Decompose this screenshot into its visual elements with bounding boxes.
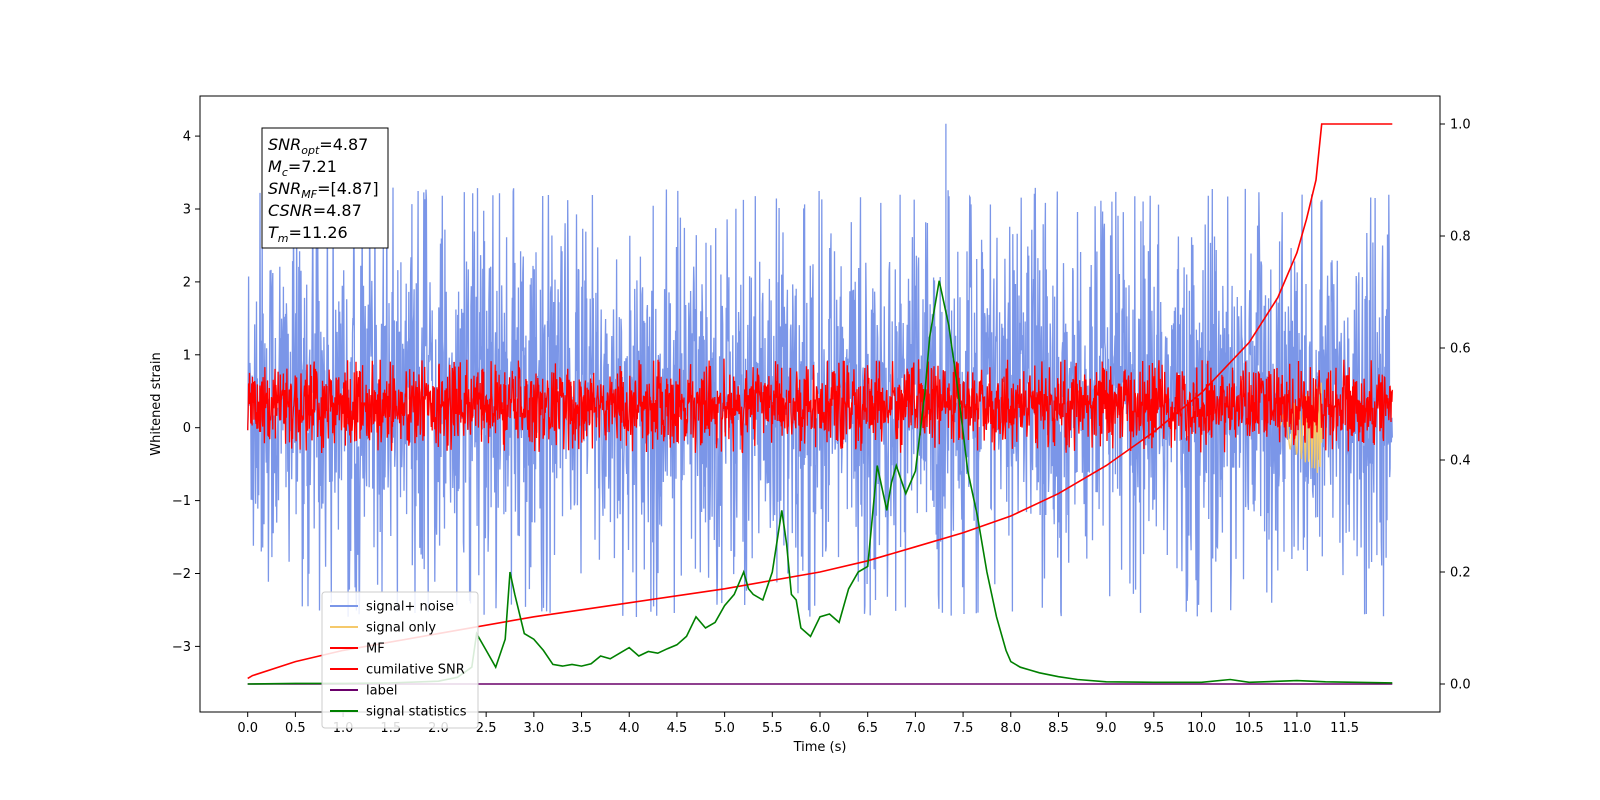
x-tick-label: 2.5 bbox=[476, 721, 497, 736]
legend-label: signal only bbox=[366, 621, 436, 636]
y-tick-label: 3 bbox=[183, 202, 191, 217]
series-line-2 bbox=[247, 358, 1393, 454]
y-tick-label: −2 bbox=[172, 567, 191, 582]
legend-label: label bbox=[366, 684, 397, 699]
y-tick-label: −3 bbox=[172, 640, 191, 655]
x-tick-label: 0.5 bbox=[285, 721, 306, 736]
x-tick-label: 8.0 bbox=[1000, 721, 1021, 736]
y2-tick-label: 1.0 bbox=[1450, 118, 1471, 133]
x-tick-label: 5.5 bbox=[762, 721, 783, 736]
x-tick-label: 10.0 bbox=[1187, 721, 1216, 736]
x-axis-label: Time (s) bbox=[793, 740, 847, 755]
x-tick-label: 6.0 bbox=[810, 721, 831, 736]
y-tick-label: 0 bbox=[183, 421, 191, 436]
x-tick-label: 11.0 bbox=[1282, 721, 1311, 736]
y-tick-label: 4 bbox=[183, 130, 191, 145]
legend-label: signal+ noise bbox=[366, 600, 454, 615]
y-axis-label: Whitened strain bbox=[149, 352, 164, 455]
x-tick-label: 3.0 bbox=[524, 721, 545, 736]
y2-tick-label: 0.6 bbox=[1450, 342, 1471, 357]
y2-tick-label: 0.0 bbox=[1450, 678, 1471, 693]
x-tick-label: 0.0 bbox=[237, 721, 258, 736]
y-tick-label: −1 bbox=[172, 494, 191, 509]
annotation-line: SNRopt=4.87 bbox=[268, 135, 368, 157]
series-line-5 bbox=[247, 280, 1393, 685]
x-tick-label: 5.0 bbox=[714, 721, 735, 736]
x-tick-label: 8.5 bbox=[1048, 721, 1069, 736]
annotation-line: SNRMF=[4.87] bbox=[268, 179, 379, 201]
x-tick-label: 10.5 bbox=[1235, 721, 1264, 736]
y2-tick-label: 0.2 bbox=[1450, 566, 1471, 581]
y-tick-label: 2 bbox=[183, 275, 191, 290]
y-axis-right: 0.0 0.2 0.4 0.6 0.8 1.0 bbox=[1440, 118, 1471, 693]
annotation-line: Tm=11.26 bbox=[268, 223, 348, 245]
x-tick-label: 11.5 bbox=[1330, 721, 1359, 736]
y2-tick-label: 0.4 bbox=[1450, 454, 1471, 469]
legend-label: cumilative SNR bbox=[366, 663, 465, 678]
x-tick-label: 6.5 bbox=[857, 721, 878, 736]
y-axis-left: −3 −2 −1 0 1 2 3 4 bbox=[172, 130, 200, 655]
x-tick-label: 4.0 bbox=[619, 721, 640, 736]
annotation-line: Mc=7.21 bbox=[268, 157, 337, 179]
legend-box bbox=[321, 591, 479, 729]
x-tick-label: 9.0 bbox=[1096, 721, 1117, 736]
series-layer bbox=[247, 123, 1393, 685]
legend-label: signal statistics bbox=[366, 705, 467, 720]
y-tick-label: 1 bbox=[183, 348, 191, 363]
x-tick-label: 4.5 bbox=[667, 721, 688, 736]
legend-label: MF bbox=[366, 642, 385, 657]
x-axis: 0.00.51.01.52.02.53.03.54.04.55.05.56.06… bbox=[237, 712, 1359, 736]
x-tick-label: 7.5 bbox=[953, 721, 974, 736]
x-tick-label: 7.0 bbox=[905, 721, 926, 736]
legend: signal+ noise signal only MF cumilative SNR… bbox=[321, 591, 479, 729]
x-tick-label: 9.5 bbox=[1144, 721, 1165, 736]
annotation-line: CSNR=4.87 bbox=[268, 201, 362, 220]
annotation-box bbox=[261, 127, 389, 249]
y2-tick-label: 0.8 bbox=[1450, 230, 1471, 245]
x-tick-label: 3.5 bbox=[571, 721, 592, 736]
